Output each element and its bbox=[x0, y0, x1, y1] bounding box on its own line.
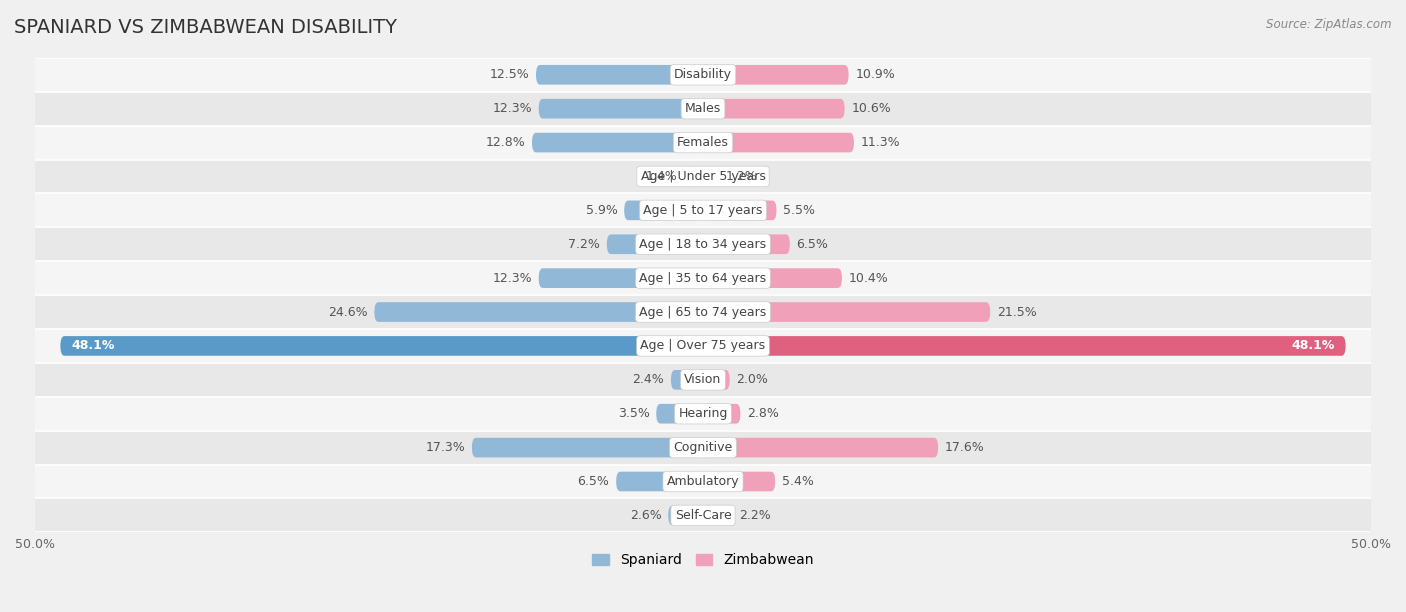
Text: Cognitive: Cognitive bbox=[673, 441, 733, 454]
Text: SPANIARD VS ZIMBABWEAN DISABILITY: SPANIARD VS ZIMBABWEAN DISABILITY bbox=[14, 18, 396, 37]
Text: Males: Males bbox=[685, 102, 721, 115]
Text: 17.6%: 17.6% bbox=[945, 441, 984, 454]
Bar bbox=[35, 261, 1371, 295]
Text: Self-Care: Self-Care bbox=[675, 509, 731, 522]
FancyBboxPatch shape bbox=[538, 268, 703, 288]
Text: 11.3%: 11.3% bbox=[860, 136, 900, 149]
Text: Vision: Vision bbox=[685, 373, 721, 386]
Text: 10.9%: 10.9% bbox=[855, 69, 896, 81]
Text: 5.9%: 5.9% bbox=[586, 204, 617, 217]
Text: 24.6%: 24.6% bbox=[328, 305, 367, 318]
Text: 10.4%: 10.4% bbox=[849, 272, 889, 285]
FancyBboxPatch shape bbox=[531, 133, 703, 152]
Text: 1.2%: 1.2% bbox=[725, 170, 758, 183]
FancyBboxPatch shape bbox=[703, 438, 938, 457]
Bar bbox=[35, 329, 1371, 363]
Text: Females: Females bbox=[678, 136, 728, 149]
FancyBboxPatch shape bbox=[472, 438, 703, 457]
FancyBboxPatch shape bbox=[703, 65, 849, 84]
Text: 12.3%: 12.3% bbox=[492, 102, 531, 115]
FancyBboxPatch shape bbox=[703, 506, 733, 525]
Legend: Spaniard, Zimbabwean: Spaniard, Zimbabwean bbox=[586, 548, 820, 573]
FancyBboxPatch shape bbox=[703, 133, 853, 152]
Bar bbox=[35, 92, 1371, 125]
Text: 5.4%: 5.4% bbox=[782, 475, 814, 488]
Text: 1.4%: 1.4% bbox=[645, 170, 678, 183]
FancyBboxPatch shape bbox=[703, 166, 718, 186]
Text: Age | Under 5 years: Age | Under 5 years bbox=[641, 170, 765, 183]
Bar bbox=[35, 431, 1371, 465]
Bar bbox=[35, 363, 1371, 397]
FancyBboxPatch shape bbox=[685, 166, 703, 186]
FancyBboxPatch shape bbox=[60, 336, 703, 356]
Text: 12.5%: 12.5% bbox=[489, 69, 529, 81]
FancyBboxPatch shape bbox=[374, 302, 703, 322]
Text: 2.2%: 2.2% bbox=[740, 509, 770, 522]
Text: Age | 5 to 17 years: Age | 5 to 17 years bbox=[644, 204, 762, 217]
Text: 2.6%: 2.6% bbox=[630, 509, 662, 522]
Bar bbox=[35, 295, 1371, 329]
Text: 48.1%: 48.1% bbox=[1292, 340, 1334, 353]
Bar bbox=[35, 227, 1371, 261]
FancyBboxPatch shape bbox=[657, 404, 703, 424]
Bar bbox=[35, 160, 1371, 193]
FancyBboxPatch shape bbox=[703, 472, 775, 491]
FancyBboxPatch shape bbox=[607, 234, 703, 254]
Text: 3.5%: 3.5% bbox=[617, 407, 650, 420]
Text: 48.1%: 48.1% bbox=[72, 340, 114, 353]
FancyBboxPatch shape bbox=[668, 506, 703, 525]
Bar bbox=[35, 58, 1371, 92]
Text: Ambulatory: Ambulatory bbox=[666, 475, 740, 488]
Text: Age | 18 to 34 years: Age | 18 to 34 years bbox=[640, 237, 766, 251]
Text: 5.5%: 5.5% bbox=[783, 204, 815, 217]
Text: 10.6%: 10.6% bbox=[851, 102, 891, 115]
Text: 2.4%: 2.4% bbox=[633, 373, 664, 386]
FancyBboxPatch shape bbox=[703, 336, 1346, 356]
FancyBboxPatch shape bbox=[703, 404, 741, 424]
FancyBboxPatch shape bbox=[536, 65, 703, 84]
Bar bbox=[35, 125, 1371, 160]
Bar bbox=[35, 397, 1371, 431]
Text: 6.5%: 6.5% bbox=[578, 475, 609, 488]
FancyBboxPatch shape bbox=[624, 201, 703, 220]
Text: 6.5%: 6.5% bbox=[797, 237, 828, 251]
FancyBboxPatch shape bbox=[703, 370, 730, 390]
Bar bbox=[35, 193, 1371, 227]
FancyBboxPatch shape bbox=[703, 201, 776, 220]
Text: 2.8%: 2.8% bbox=[747, 407, 779, 420]
Bar bbox=[35, 465, 1371, 498]
Text: 2.0%: 2.0% bbox=[737, 373, 768, 386]
FancyBboxPatch shape bbox=[703, 99, 845, 119]
FancyBboxPatch shape bbox=[538, 99, 703, 119]
Text: Disability: Disability bbox=[673, 69, 733, 81]
Text: Age | 35 to 64 years: Age | 35 to 64 years bbox=[640, 272, 766, 285]
Text: Age | 65 to 74 years: Age | 65 to 74 years bbox=[640, 305, 766, 318]
FancyBboxPatch shape bbox=[671, 370, 703, 390]
Text: 17.3%: 17.3% bbox=[426, 441, 465, 454]
Text: 21.5%: 21.5% bbox=[997, 305, 1036, 318]
FancyBboxPatch shape bbox=[703, 268, 842, 288]
Bar bbox=[35, 498, 1371, 532]
Text: 12.3%: 12.3% bbox=[492, 272, 531, 285]
Text: Age | Over 75 years: Age | Over 75 years bbox=[641, 340, 765, 353]
Text: Hearing: Hearing bbox=[678, 407, 728, 420]
Text: Source: ZipAtlas.com: Source: ZipAtlas.com bbox=[1267, 18, 1392, 31]
FancyBboxPatch shape bbox=[616, 472, 703, 491]
Text: 12.8%: 12.8% bbox=[485, 136, 526, 149]
FancyBboxPatch shape bbox=[703, 234, 790, 254]
FancyBboxPatch shape bbox=[703, 302, 990, 322]
Text: 7.2%: 7.2% bbox=[568, 237, 600, 251]
